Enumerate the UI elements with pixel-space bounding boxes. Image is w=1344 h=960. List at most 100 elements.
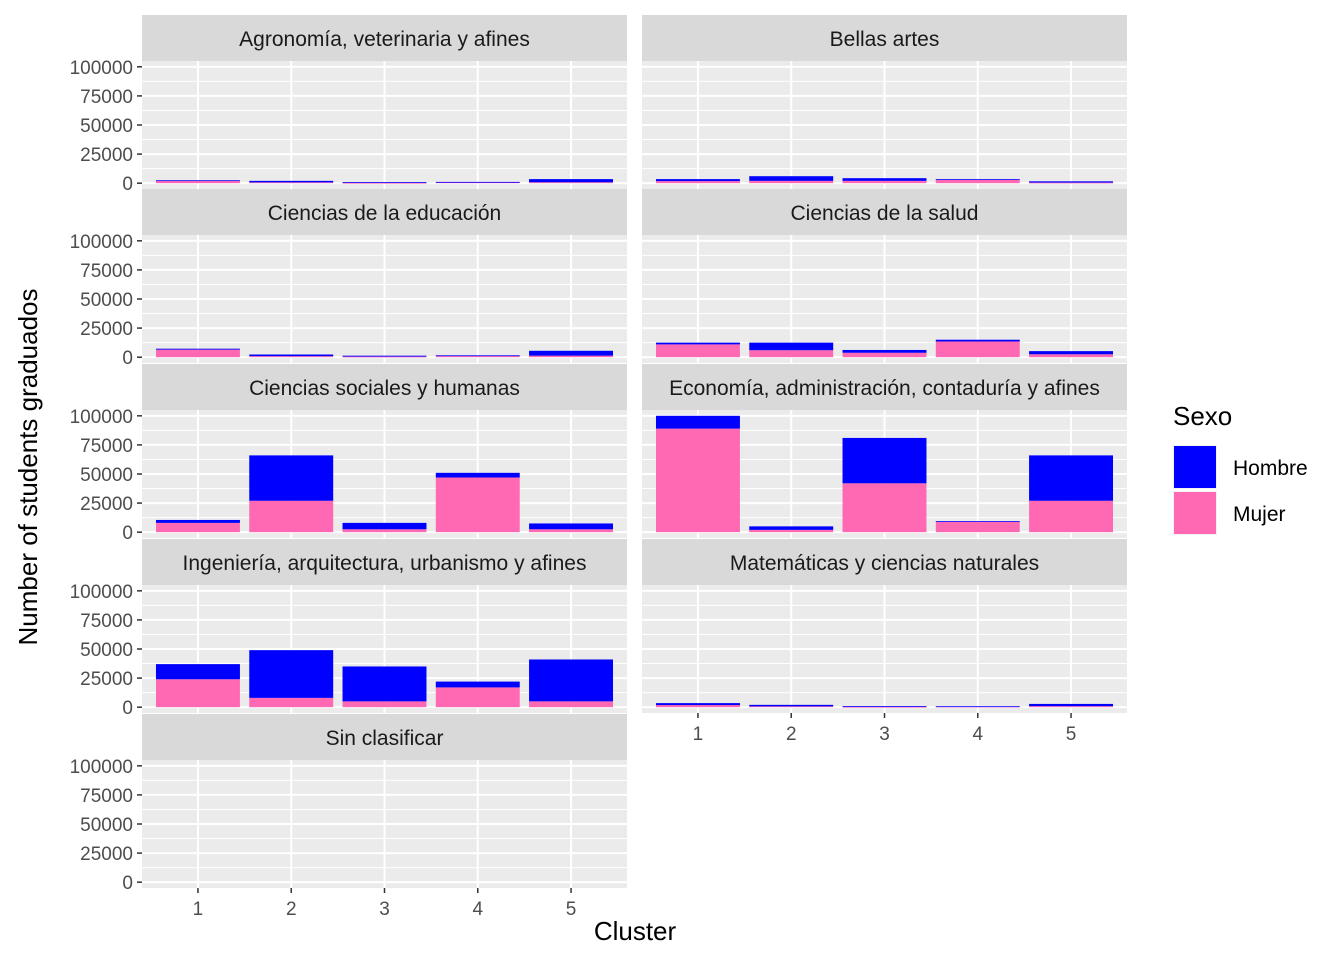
bar-mujer-cluster-3	[842, 706, 927, 708]
bar-mujer-cluster-2	[749, 706, 834, 708]
y-tick-label: 25000	[80, 319, 133, 340]
y-tick-label: 50000	[80, 116, 133, 137]
y-tick-label: 100000	[70, 58, 133, 79]
bar-hombre-cluster-2	[749, 342, 834, 351]
facet-strip	[142, 189, 627, 235]
y-tick-label: 50000	[80, 815, 133, 836]
bar-mujer-cluster-4	[435, 355, 520, 358]
bar-mujer-cluster-3	[842, 352, 927, 358]
panel-economia-administracion-contaduria-y-afines: Economía, administración, contaduría y a…	[642, 364, 1127, 538]
bar-hombre-cluster-2	[749, 526, 834, 530]
bar-mujer-cluster-5	[529, 182, 614, 184]
bar-hombre-cluster-4	[935, 521, 1020, 522]
bar-hombre-cluster-2	[249, 180, 334, 183]
legend-swatch	[1174, 446, 1216, 488]
bar-mujer-cluster-1	[655, 344, 740, 358]
bar-mujer-cluster-5	[529, 529, 614, 533]
bar-mujer-cluster-3	[342, 182, 427, 184]
bar-hombre-cluster-5	[529, 659, 614, 702]
y-axis-title: Number of students graduados	[13, 289, 43, 646]
legend-entry-hombre: Hombre	[1173, 445, 1308, 489]
bar-hombre-cluster-5	[1029, 181, 1114, 183]
panel-agronomia-veterinaria-y-afines: Agronomía, veterinaria y afines 0 25000 500…	[70, 15, 627, 195]
facet-strip	[142, 714, 627, 760]
panel-sin-clasificar: Sin clasificar 0 25000 50000 75000 100000 1 2 3 4…	[70, 714, 627, 920]
facet-strip	[142, 539, 627, 585]
panel-ingenieria-arquitectura-urbanismo-y-afines: Ingeniería, arquitectura, urbanismo y af…	[70, 539, 627, 719]
y-tick-label: 25000	[80, 494, 133, 515]
bar-mujer-cluster-3	[342, 529, 427, 533]
bar-hombre-cluster-4	[935, 179, 1020, 180]
facet-strip-label: Sin clasificar	[326, 727, 444, 750]
legend-title: Sexo	[1173, 401, 1232, 431]
panel-matematicas-y-ciencias-naturales: Matemáticas y ciencias naturales 1 2 3 4 5	[642, 539, 1127, 745]
panel-bellas-artes: Bellas artes	[642, 15, 1127, 189]
bar-mujer-cluster-1	[155, 679, 240, 708]
bar-mujer-cluster-2	[749, 350, 834, 358]
facet-strip	[642, 15, 1127, 61]
bar-hombre-cluster-1	[655, 342, 740, 345]
bar-mujer-cluster-2	[249, 697, 334, 708]
facet-strip-label: Ciencias de la salud	[791, 202, 979, 225]
bar-hombre-cluster-5	[529, 523, 614, 530]
x-tick-label: 5	[566, 899, 577, 920]
facet-strip-label: Matemáticas y ciencias naturales	[730, 552, 1039, 575]
bar-mujer-cluster-4	[935, 341, 1020, 358]
facet-strip	[642, 189, 1127, 235]
x-tick-label: 3	[879, 724, 890, 745]
facet-strip	[142, 15, 627, 61]
y-tick-label: 50000	[80, 640, 133, 661]
bar-mujer-cluster-2	[749, 180, 834, 184]
bar-mujer-cluster-1	[155, 522, 240, 533]
facet-strip	[142, 364, 627, 410]
bar-mujer-cluster-4	[935, 179, 1020, 184]
facet-strip-label: Agronomía, veterinaria y afines	[239, 28, 530, 51]
facet-strip-label: Economía, administración, contaduría y a…	[669, 377, 1100, 400]
bar-mujer-cluster-3	[842, 180, 927, 184]
legend-label: Hombre	[1233, 457, 1308, 480]
bar-hombre-cluster-3	[342, 355, 427, 357]
bar-hombre-cluster-3	[842, 178, 927, 181]
bar-hombre-cluster-4	[935, 339, 1020, 342]
y-tick-label: 100000	[70, 757, 133, 778]
bar-mujer-cluster-1	[655, 705, 740, 708]
bar-hombre-cluster-4	[435, 355, 520, 357]
x-tick-label: 3	[379, 899, 390, 920]
bar-mujer-cluster-4	[435, 477, 520, 533]
bar-hombre-cluster-1	[155, 519, 240, 523]
y-tick-label: 25000	[80, 844, 133, 865]
bar-hombre-cluster-3	[342, 182, 427, 183]
bar-mujer-cluster-2	[749, 529, 834, 533]
x-tick-label: 1	[193, 899, 204, 920]
bar-mujer-cluster-5	[1029, 182, 1114, 184]
bar-hombre-cluster-4	[435, 472, 520, 478]
bar-mujer-cluster-1	[155, 180, 240, 184]
bar-hombre-cluster-4	[935, 706, 1020, 708]
bar-mujer-cluster-5	[1029, 706, 1114, 708]
bar-mujer-cluster-3	[842, 483, 927, 533]
bar-hombre-cluster-1	[155, 348, 240, 350]
bar-mujer-cluster-2	[249, 182, 334, 184]
x-tick-label: 1	[693, 724, 704, 745]
legend-entry-mujer: Mujer	[1173, 491, 1286, 535]
bar-mujer-cluster-4	[935, 521, 1020, 533]
x-axis-title: Cluster	[594, 916, 677, 946]
bar-mujer-cluster-4	[435, 687, 520, 708]
bar-mujer-cluster-1	[155, 349, 240, 358]
y-tick-label: 75000	[80, 261, 133, 282]
bar-hombre-cluster-5	[529, 350, 614, 356]
y-tick-label: 25000	[80, 669, 133, 690]
bar-mujer-cluster-2	[249, 500, 334, 533]
bar-hombre-cluster-1	[155, 180, 240, 182]
y-tick-label: 50000	[80, 290, 133, 311]
y-tick-label: 100000	[70, 582, 133, 603]
bar-hombre-cluster-2	[749, 176, 834, 181]
bar-mujer-cluster-5	[529, 355, 614, 358]
y-tick-label: 75000	[80, 611, 133, 632]
x-tick-label: 2	[286, 899, 297, 920]
bar-hombre-cluster-2	[249, 354, 334, 357]
legend: Sexo Hombre Mujer	[1173, 401, 1308, 535]
legend-label: Mujer	[1233, 503, 1286, 526]
bar-hombre-cluster-2	[249, 650, 334, 698]
panel-ciencias-sociales-y-humanas: Ciencias sociales y humanas 0 25000 50000 75…	[70, 364, 627, 544]
